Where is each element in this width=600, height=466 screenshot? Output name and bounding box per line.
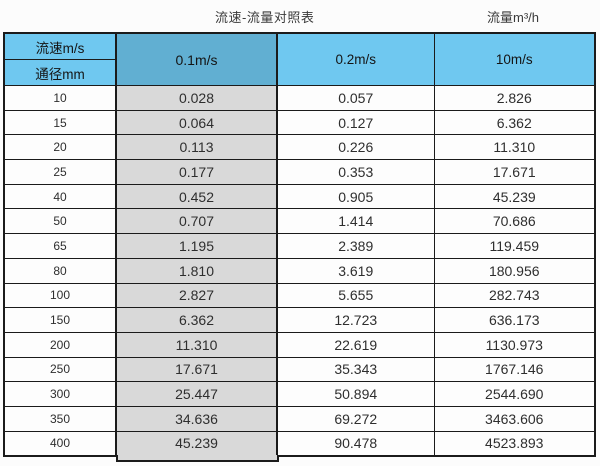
table-row: 200 11.310 22.619 1130.973: [3, 331, 596, 358]
table-row: 50 0.707 1.414 70.686: [3, 208, 596, 235]
flow-value-cell: 5.655: [276, 282, 435, 309]
flow-value-cell: 35.343: [276, 356, 435, 383]
table-row: 15 0.064 0.127 6.362: [3, 109, 596, 136]
flow-rate-table: 流速m/s 0.1m/s 0.2m/s 10m/s 通径mm 10 0.028 0.…: [3, 32, 596, 458]
diameter-cell: 350: [3, 405, 117, 432]
flow-value-cell: 45.239: [433, 183, 596, 210]
diameter-cell: 300: [3, 381, 117, 407]
flow-value-cell: 1.195: [115, 233, 278, 259]
flow-value-cell: 0.353: [276, 159, 435, 185]
flow-value-cell: 636.173: [433, 307, 596, 333]
header-row-velocity: 流速m/s 0.1m/s 0.2m/s 10m/s: [3, 32, 596, 86]
table-row: 10 0.028 0.057 2.826: [3, 85, 596, 111]
flow-value-cell: 11.310: [433, 134, 596, 161]
flow-value-cell: 50.894: [276, 381, 435, 407]
diameter-cell: 200: [3, 331, 117, 358]
flow-value-cell: 1.414: [276, 208, 435, 235]
flow-value-cell: 17.671: [433, 159, 596, 185]
flow-value-cell: 0.707: [115, 208, 278, 235]
table-row: 40 0.452 0.905 45.239: [3, 183, 596, 210]
flow-value-cell: 25.447: [115, 381, 278, 407]
table-row: 250 17.671 35.343 1767.146: [3, 356, 596, 383]
flow-value-cell: 3.619: [276, 257, 435, 284]
table-row: 400 45.239 90.478 4523.893: [3, 430, 596, 457]
flow-value-cell: 17.671: [115, 356, 278, 383]
table-row: 150 6.362 12.723 636.173: [3, 307, 596, 333]
diameter-cell: 150: [3, 307, 117, 333]
table-row: 20 0.113 0.226 11.310: [3, 134, 596, 161]
header-diameter-label: 通径mm: [3, 59, 117, 86]
diameter-cell: 100: [3, 282, 117, 309]
flow-value-cell: 0.452: [115, 183, 278, 210]
diameter-cell: 80: [3, 257, 117, 284]
diameter-cell: 400: [3, 430, 117, 457]
diameter-cell: 50: [3, 208, 117, 235]
header-row-diameter: 通径mm: [3, 59, 595, 86]
flow-value-cell: 2.389: [276, 233, 435, 259]
flow-value-cell: 0.113: [115, 134, 278, 161]
flow-value-cell: 6.362: [115, 307, 278, 333]
flow-value-cell: 0.064: [115, 109, 278, 136]
flow-value-cell: 2544.690: [433, 381, 596, 407]
diameter-cell: 40: [3, 183, 117, 210]
flow-value-cell: 34.636: [115, 405, 278, 432]
header-col-10ms: 10m/s: [433, 32, 596, 86]
flow-value-cell: 1767.146: [433, 356, 596, 383]
table-row: 100 2.827 5.655 282.743: [3, 282, 596, 309]
flow-value-cell: 180.956: [433, 257, 596, 284]
flow-value-cell: 4523.893: [433, 430, 596, 457]
flow-value-cell: 2.826: [433, 85, 596, 111]
flow-value-cell: 22.619: [276, 331, 435, 358]
flow-value-cell: 1130.973: [433, 331, 596, 358]
diameter-cell: 20: [3, 134, 117, 161]
flow-value-cell: 69.272: [276, 405, 435, 432]
header-col-0-2ms: 0.2m/s: [276, 32, 435, 86]
table-row: 65 1.195 2.389 119.459: [3, 233, 596, 259]
diameter-cell: 15: [3, 109, 117, 136]
flow-value-cell: 0.028: [115, 85, 278, 111]
flow-value-cell: 90.478: [276, 430, 435, 457]
flow-value-cell: 3463.606: [433, 405, 596, 432]
flow-value-cell: 0.905: [276, 183, 435, 210]
flow-unit-label: 流量m³/h: [487, 10, 540, 25]
flow-value-cell: 6.362: [433, 109, 596, 136]
table-body: 10 0.028 0.057 2.826 15 0.064 0.127 6.362 20 0.11…: [3, 85, 596, 457]
flow-value-cell: 45.239: [115, 430, 278, 457]
table-row: 300 25.447 50.894 2544.690: [3, 381, 596, 407]
flow-value-cell: 282.743: [433, 282, 596, 309]
flow-value-cell: 0.177: [115, 159, 278, 185]
flow-value-cell: 1.810: [115, 257, 278, 284]
header-velocity-label: 流速m/s: [3, 32, 117, 60]
flow-value-cell: 0.127: [276, 109, 435, 136]
flow-value-cell: 2.827: [115, 282, 278, 309]
gray-column-overhang: [116, 455, 279, 462]
flow-value-cell: 70.686: [433, 208, 596, 235]
diameter-cell: 65: [3, 233, 117, 259]
table-title: 流速-流量对照表: [215, 10, 315, 25]
flow-value-cell: 119.459: [433, 233, 596, 259]
flow-value-cell: 0.226: [276, 134, 435, 161]
diameter-cell: 25: [3, 159, 117, 185]
table-row: 25 0.177 0.353 17.671: [3, 159, 596, 185]
table-row: 80 1.810 3.619 180.956: [3, 257, 596, 284]
flow-value-cell: 11.310: [115, 331, 278, 358]
flow-value-cell: 0.057: [276, 85, 435, 111]
flow-value-cell: 12.723: [276, 307, 435, 333]
header-col-0-1ms: 0.1m/s: [115, 32, 278, 86]
diameter-cell: 250: [3, 356, 117, 383]
diameter-cell: 10: [3, 85, 117, 111]
table-header: 流速m/s 0.1m/s 0.2m/s 10m/s 通径mm: [3, 32, 596, 86]
table-row: 350 34.636 69.272 3463.606: [3, 405, 596, 432]
